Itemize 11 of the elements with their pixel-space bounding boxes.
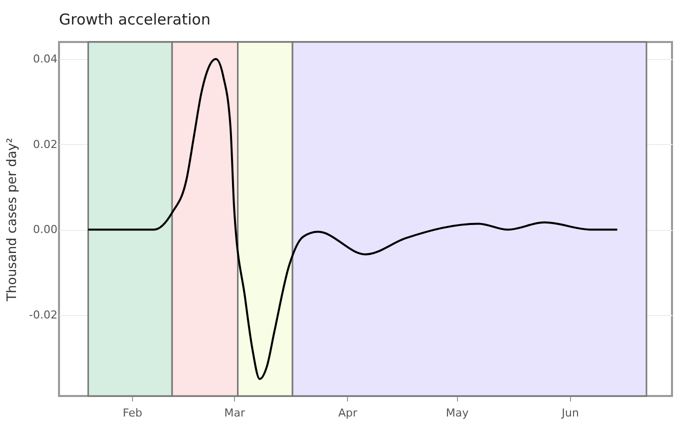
y-axis-title: Thousand cases per day²: [5, 138, 20, 302]
x-tick-label: Apr: [338, 406, 358, 420]
y-tick-label: 0.00: [33, 223, 58, 236]
y-tick-label: -0.02: [29, 308, 58, 322]
x-tick-label: Feb: [122, 406, 142, 420]
x-tick-label: Jun: [560, 406, 579, 420]
chart-title: Growth acceleration: [59, 10, 210, 28]
x-tick-label: May: [446, 406, 470, 420]
x-tick-label: Mar: [224, 406, 246, 420]
y-tick-label: 0.02: [33, 138, 58, 151]
y-tick-label: 0.04: [33, 52, 58, 66]
